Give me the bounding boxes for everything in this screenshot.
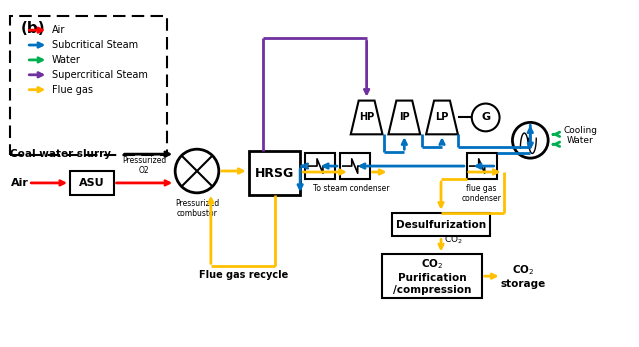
- Bar: [249, 151, 300, 195]
- Bar: [340, 153, 369, 179]
- Text: To steam condenser: To steam condenser: [314, 184, 390, 193]
- Bar: [392, 213, 489, 237]
- Text: flue gas
condenser: flue gas condenser: [462, 184, 502, 203]
- Text: LP: LP: [435, 112, 449, 122]
- Text: Cooling
Water: Cooling Water: [563, 126, 597, 145]
- Polygon shape: [351, 101, 383, 134]
- Text: Coal water slurry: Coal water slurry: [10, 149, 111, 159]
- Text: ASU: ASU: [79, 178, 105, 188]
- Bar: [383, 254, 482, 298]
- Text: (b): (b): [20, 21, 45, 36]
- Text: IP: IP: [399, 112, 410, 122]
- Text: CO$_2$
storage: CO$_2$ storage: [500, 263, 546, 289]
- Text: CO$_2$
Purification
/compression: CO$_2$ Purification /compression: [393, 258, 472, 295]
- Text: HP: HP: [359, 112, 374, 122]
- Text: Subcritical Steam: Subcritical Steam: [52, 40, 138, 50]
- Text: HRSG: HRSG: [255, 167, 294, 179]
- Bar: [467, 153, 497, 179]
- Polygon shape: [426, 101, 458, 134]
- Bar: [70, 171, 114, 195]
- Bar: [305, 153, 335, 179]
- Text: Water: Water: [52, 55, 81, 65]
- Text: Air: Air: [52, 25, 66, 35]
- Text: Supercritical Steam: Supercritical Steam: [52, 70, 148, 80]
- Text: Flue gas: Flue gas: [52, 85, 93, 95]
- Text: Air: Air: [10, 178, 28, 188]
- Text: Flue gas recycle: Flue gas recycle: [199, 270, 288, 280]
- Text: Desulfurization: Desulfurization: [396, 220, 486, 230]
- Text: G: G: [481, 112, 490, 122]
- Text: Pressurized
O2: Pressurized O2: [122, 155, 167, 175]
- Bar: [10, 16, 167, 155]
- Text: Pressurized
combustor: Pressurized combustor: [175, 199, 219, 218]
- Text: CO$_2$: CO$_2$: [444, 233, 463, 246]
- Polygon shape: [389, 101, 420, 134]
